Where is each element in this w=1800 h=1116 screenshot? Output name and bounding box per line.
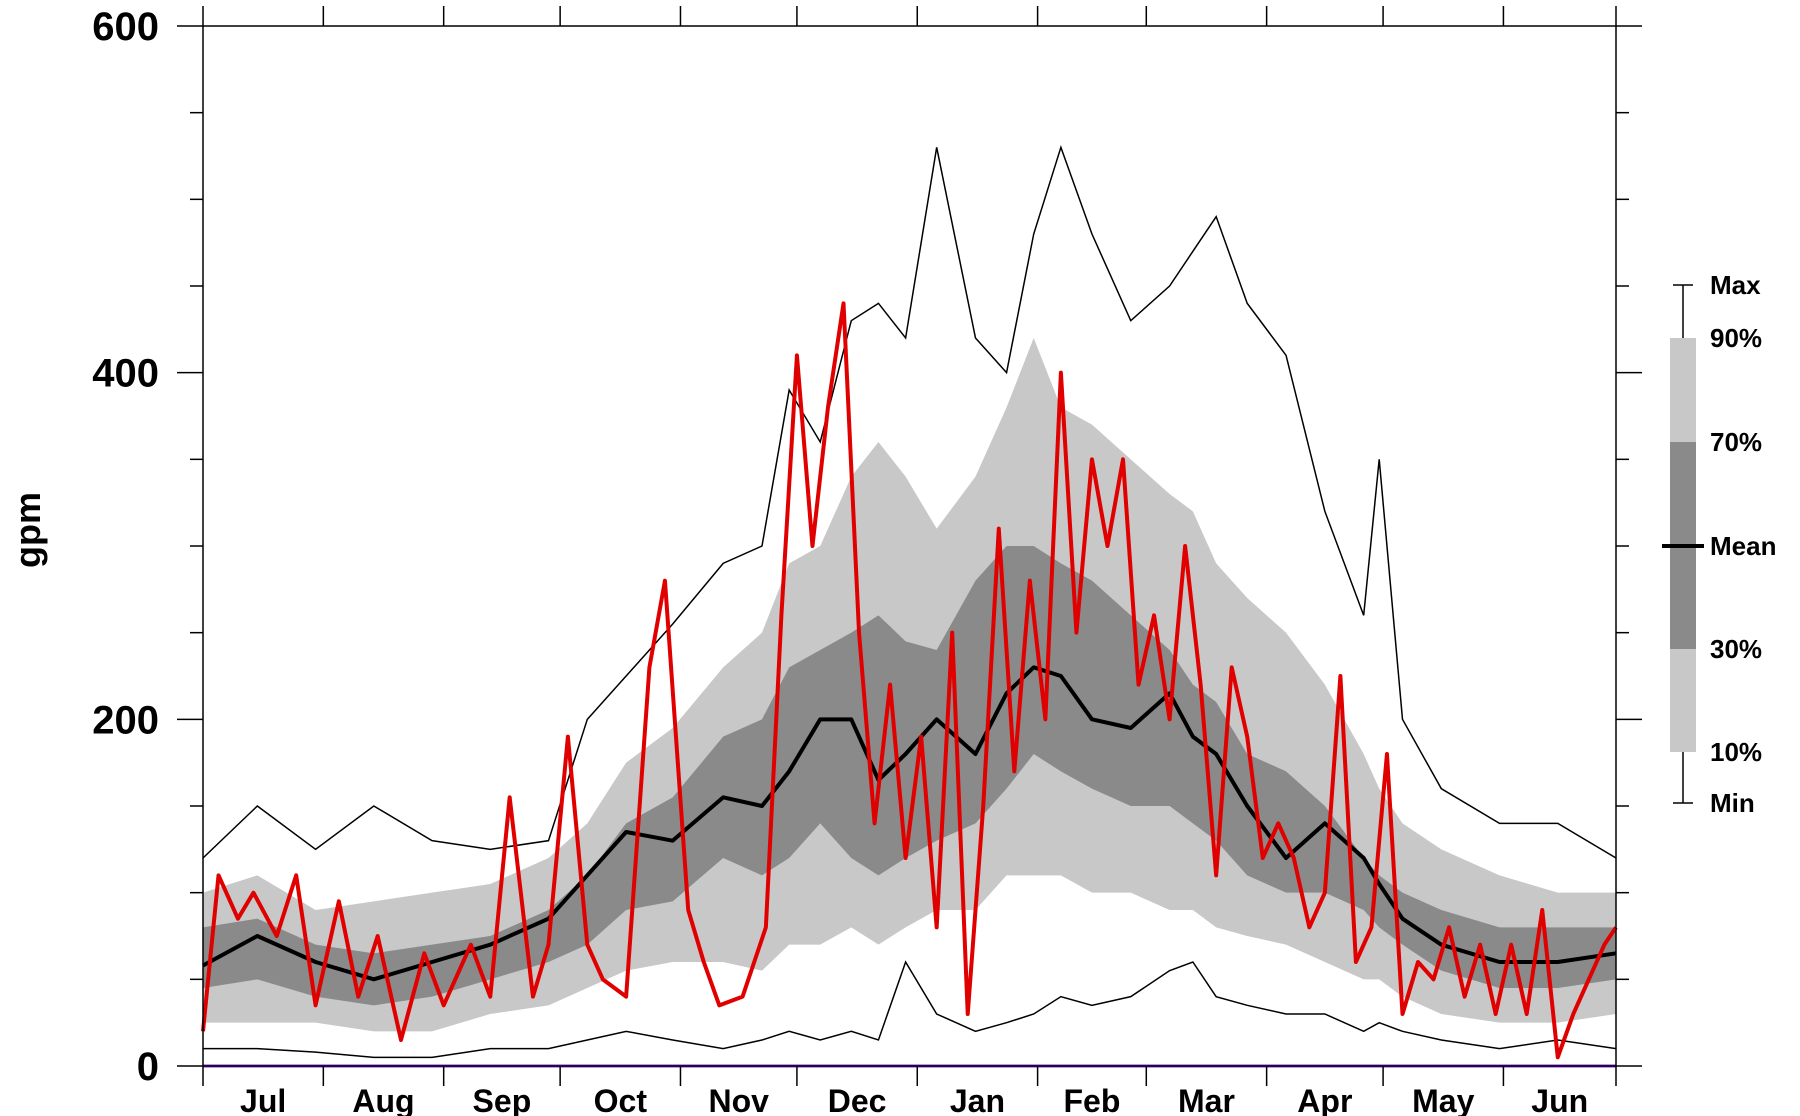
legend-label: Mean [1710,531,1776,561]
x-tick-label: Jul [240,1083,286,1116]
x-tick-label: Oct [594,1083,648,1116]
x-tick-label: Feb [1064,1083,1121,1116]
x-tick-label: Sep [473,1083,532,1116]
band-30-70 [203,546,1616,1006]
series-current-line [201,301,1618,1060]
legend-label: Min [1710,788,1755,818]
y-tick-label: 400 [92,352,159,396]
y-axis-label: gpm [7,492,48,568]
y-tick-label: 200 [92,698,159,742]
legend-label: 10% [1710,737,1762,767]
x-tick-label: Aug [352,1083,414,1116]
x-tick-label: Jun [1531,1083,1588,1116]
x-tick-label: Dec [828,1083,887,1116]
plot-layer [201,144,1618,1068]
legend-label: 30% [1710,634,1762,664]
y-tick-label: 600 [92,5,159,49]
legend-label: Max [1710,270,1761,300]
x-tick-label: Apr [1297,1083,1352,1116]
x-tick-label: Mar [1178,1083,1235,1116]
series-min-line [203,960,1617,1059]
y-tick-label: 0 [137,1045,159,1089]
series-max-line [202,144,1617,859]
legend-label: 90% [1710,323,1762,353]
x-tick-label: Nov [708,1083,769,1116]
series-mean-line [202,665,1617,982]
legend-label: 70% [1710,427,1762,457]
x-tick-label: May [1412,1083,1474,1116]
axes-layer: 0 200 400 600 Jul Aug Sep Oct Nov Dec Jan Feb Mar Apr… [92,5,1642,1116]
x-tick-label: Jan [950,1083,1005,1116]
legend: Max 90% 70% Mean 30% 10% Min [1662,270,1776,818]
